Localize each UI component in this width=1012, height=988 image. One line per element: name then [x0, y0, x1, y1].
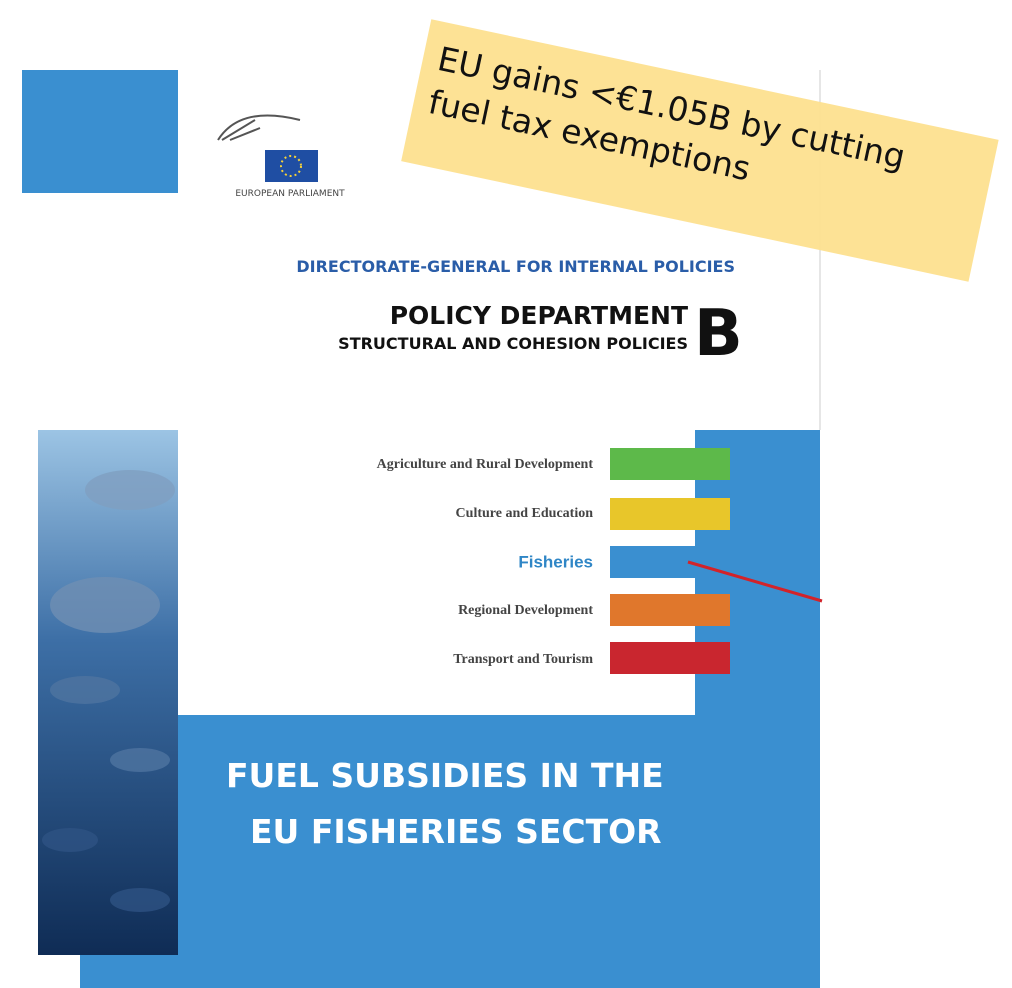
topic-list: Agriculture and Rural Development Cultur… [377, 448, 730, 674]
title-line: FUEL SUBSIDIES IN THE [226, 756, 664, 795]
topic-bar [610, 546, 730, 578]
fish-image [38, 430, 178, 955]
sticky-note: EU gains <€1.05B by cutting fuel tax exe… [401, 19, 998, 281]
topic-label: Transport and Tourism [453, 652, 593, 667]
topic-label: Fisheries [518, 552, 593, 571]
topic-label: Culture and Education [456, 506, 594, 521]
topic-label: Regional Development [458, 603, 593, 618]
topic-label: Agriculture and Rural Development [377, 457, 594, 472]
topic-bar [610, 594, 730, 626]
title-line: EU FISHERIES SECTOR [250, 812, 662, 851]
parliament-logo: EUROPEAN PARLIAMENT [218, 116, 345, 200]
topic-bar [610, 642, 730, 674]
corner-square [22, 70, 178, 193]
department-subtitle: STRUCTURAL AND COHESION POLICIES [338, 334, 688, 353]
topic-bar [610, 448, 730, 480]
topic-bar [610, 498, 730, 530]
department-letter: B [694, 297, 743, 371]
directorate: DIRECTORATE-GENERAL FOR INTERNAL POLICIE… [296, 257, 735, 276]
department: POLICY DEPARTMENT [390, 301, 688, 330]
logo-label: EUROPEAN PARLIAMENT [235, 189, 345, 199]
page: EUROPEAN PARLIAMENT DIRECTORATE-GENERAL … [0, 0, 1012, 988]
